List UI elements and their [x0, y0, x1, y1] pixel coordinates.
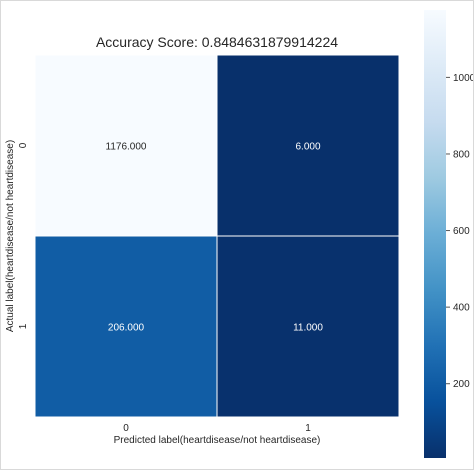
y-tick-label-1: 1	[18, 323, 29, 329]
colorbar-ticks: 200 400 600 800 1000	[446, 73, 474, 390]
y-tick-label-0: 0	[18, 142, 29, 148]
y-axis-label: Actual label(heartdisease/not heartdisea…	[5, 140, 16, 332]
cell-value-label-1-0: 206.000	[108, 323, 145, 334]
cell-value-label-0-0: 1176.000	[106, 142, 147, 153]
cell-value-label-1-1: 11.000	[293, 323, 323, 334]
heatmap-cell-1-0	[34, 235, 218, 418]
heatmap-cell-0-1	[216, 54, 400, 237]
x-tick-label-0: 0	[123, 423, 129, 434]
heatmap-cell-1-1	[216, 235, 400, 418]
colorbar-tick-label-1000: 1000	[453, 73, 474, 84]
colorbar	[424, 10, 446, 458]
colorbar-tick-label-200: 200	[453, 379, 470, 390]
colorbar-tick-label-400: 400	[453, 303, 470, 314]
x-tick-label-1: 1	[305, 423, 311, 434]
y-axis-ticks: 01	[18, 142, 29, 329]
heatmap-cell-0-0	[34, 54, 218, 237]
chart-title: Accuracy Score: 0.8484631879914224	[96, 34, 338, 50]
cell-value-label-0-1: 6.000	[295, 142, 320, 153]
colorbar-tick-label-600: 600	[453, 226, 470, 237]
heatmap-cells: 1176.000 6.000 206.000 11.000	[34, 54, 400, 418]
x-axis-label: Predicted label(heartdisease/not heartdi…	[114, 435, 321, 446]
colorbar-tick-label-800: 800	[453, 149, 470, 160]
